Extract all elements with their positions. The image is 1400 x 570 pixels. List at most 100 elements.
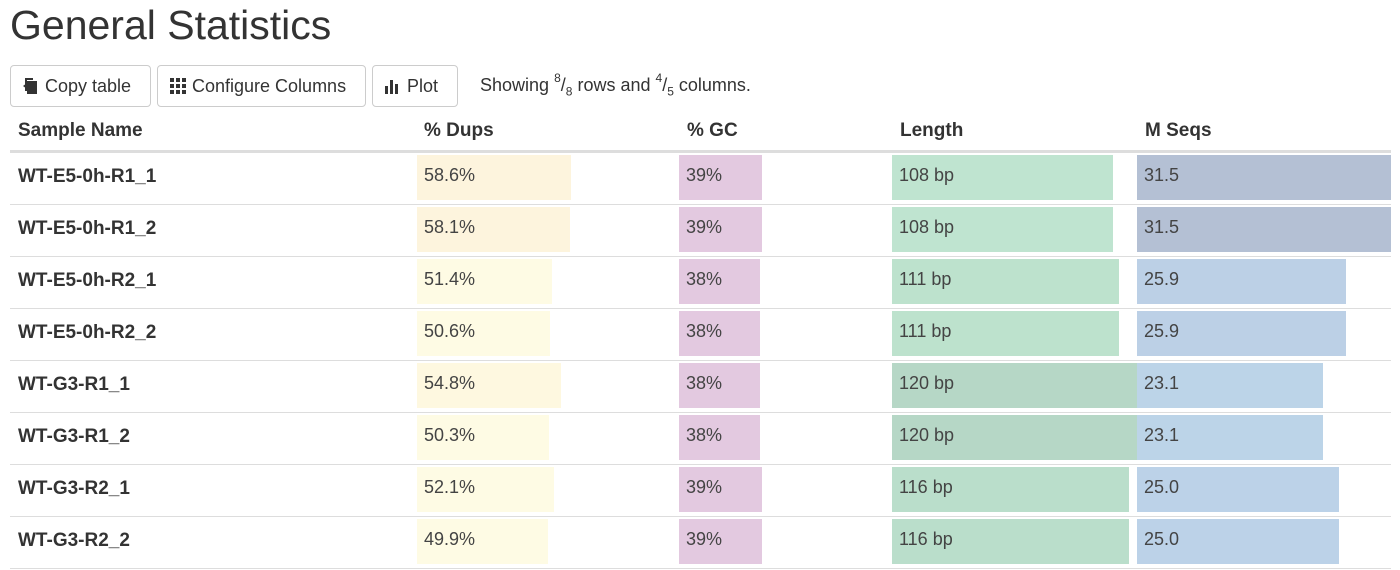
- sample-name-cell: WT-G3-R1_2: [18, 426, 130, 447]
- dups-value: 54.8%: [424, 373, 476, 393]
- length-bar: [892, 155, 1113, 200]
- length-bar: [892, 363, 1137, 408]
- dups-bar: [417, 259, 552, 304]
- gc-bar: [679, 363, 760, 408]
- length-bar: [892, 259, 1119, 304]
- dups-bar: [417, 415, 549, 460]
- table-row: WT-G3-R2_2 49.9% 39% 116 bp 25.0: [10, 517, 1391, 569]
- table-toolbar: Copy table Configure Columns Plot Showin…: [10, 64, 751, 108]
- rows-shown: 8: [554, 71, 561, 86]
- length-value: 108 bp: [899, 165, 955, 185]
- gc-bar: [679, 207, 762, 252]
- cols-shown: 4: [655, 71, 663, 86]
- sample-name-cell: WT-E5-0h-R1_1: [18, 166, 157, 187]
- mseqs-value: 25.9: [1144, 321, 1180, 341]
- table-row: WT-G3-R1_1 54.8% 38% 120 bp 23.1: [10, 361, 1391, 413]
- mseqs-value: 25.0: [1144, 477, 1180, 497]
- length-bar: [892, 519, 1129, 564]
- configure-columns-label: Configure Columns: [192, 75, 347, 96]
- header-sample-name[interactable]: Sample Name: [18, 120, 143, 141]
- gc-bar: [679, 519, 762, 564]
- general-stats-table: Sample Name % Dups % GC Length M Seqs WT…: [10, 114, 1391, 569]
- gc-value: 39%: [686, 477, 723, 497]
- dups-bar: [417, 207, 570, 252]
- dups-value: 49.9%: [424, 529, 476, 549]
- dups-bar: [417, 311, 550, 356]
- gc-value: 38%: [686, 269, 723, 289]
- gc-value: 38%: [686, 425, 723, 445]
- dups-value: 58.6%: [424, 165, 476, 185]
- length-bar: [892, 467, 1129, 512]
- sample-name-cell: WT-G3-R1_1: [18, 374, 130, 395]
- mseqs-value: 25.9: [1144, 269, 1180, 289]
- table-row: WT-E5-0h-R1_2 58.1% 39% 108 bp 31.5: [10, 205, 1391, 257]
- mseqs-bar: [1137, 415, 1323, 460]
- cols-total: 5: [667, 84, 674, 99]
- gc-bar: [679, 311, 760, 356]
- table-row: WT-E5-0h-R2_2 50.6% 38% 111 bp 25.9: [10, 309, 1391, 361]
- rows-total: 8: [565, 84, 573, 99]
- plot-button[interactable]: Plot: [372, 65, 458, 107]
- sample-name-cell: WT-E5-0h-R2_1: [18, 270, 157, 291]
- gc-value: 38%: [686, 321, 723, 341]
- dups-value: 52.1%: [424, 477, 476, 497]
- configure-columns-button[interactable]: Configure Columns: [157, 65, 366, 107]
- copy-table-button[interactable]: Copy table: [10, 65, 151, 107]
- gc-bar: [679, 259, 760, 304]
- mseqs-value: 31.5: [1144, 217, 1180, 237]
- mseqs-value: 23.1: [1144, 425, 1180, 445]
- dups-bar: [417, 155, 571, 200]
- dups-bar: [417, 519, 548, 564]
- length-value: 108 bp: [899, 217, 955, 237]
- length-bar: [892, 415, 1137, 460]
- bar-chart-icon: [385, 80, 398, 94]
- mseqs-bar: [1137, 207, 1391, 252]
- mseqs-bar: [1137, 259, 1346, 304]
- dups-value: 51.4%: [424, 269, 476, 289]
- copy-icon: [23, 78, 37, 94]
- table-row: WT-E5-0h-R2_1 51.4% 38% 111 bp 25.9: [10, 257, 1391, 309]
- sample-name-cell: WT-G3-R2_1: [18, 478, 130, 499]
- table-row: WT-G3-R1_2 50.3% 38% 120 bp 23.1: [10, 413, 1391, 465]
- table-header: Sample Name % Dups % GC Length M Seqs: [10, 114, 1391, 153]
- table-row: WT-G3-R2_1 52.1% 39% 116 bp 25.0: [10, 465, 1391, 517]
- length-value: 111 bp: [899, 269, 952, 289]
- length-value: 111 bp: [899, 321, 952, 341]
- table-body: WT-E5-0h-R1_1 58.6% 39% 108 bp 31.5 WT-E5-0h-…: [10, 153, 1391, 569]
- mseqs-value: 25.0: [1144, 529, 1180, 549]
- dups-value: 50.6%: [424, 321, 476, 341]
- dups-value: 50.3%: [424, 425, 476, 445]
- header-length[interactable]: Length: [900, 120, 964, 141]
- rows-suffix: rows and: [572, 75, 656, 96]
- cols-suffix: columns.: [673, 75, 751, 96]
- sample-name-cell: WT-E5-0h-R1_2: [18, 218, 157, 239]
- showing-prefix: Showing: [480, 75, 555, 96]
- gc-bar: [679, 467, 762, 512]
- gc-value: 38%: [686, 373, 723, 393]
- sample-name-cell: WT-G3-R2_2: [18, 530, 130, 551]
- length-value: 120 bp: [899, 425, 955, 445]
- length-value: 116 bp: [899, 529, 953, 549]
- copy-table-label: Copy table: [45, 75, 132, 96]
- length-value: 120 bp: [899, 373, 955, 393]
- length-bar: [892, 311, 1119, 356]
- header-mseqs[interactable]: M Seqs: [1145, 120, 1212, 141]
- gc-value: 39%: [686, 165, 723, 185]
- gc-bar: [679, 155, 762, 200]
- mseqs-value: 23.1: [1144, 373, 1180, 393]
- grid-icon: [170, 78, 186, 94]
- mseqs-value: 31.5: [1144, 165, 1180, 185]
- showing-summary: Showing 8/8 rows and 4/5 columns.: [480, 71, 751, 99]
- page-title: General Statistics: [10, 2, 332, 48]
- dups-bar: [417, 363, 561, 408]
- mseqs-bar: [1137, 311, 1346, 356]
- sample-name-cell: WT-E5-0h-R2_2: [18, 322, 157, 343]
- mseqs-bar: [1137, 519, 1339, 564]
- gc-value: 39%: [686, 529, 723, 549]
- table-row: WT-E5-0h-R1_1 58.6% 39% 108 bp 31.5: [10, 153, 1391, 205]
- mseqs-bar: [1137, 155, 1391, 200]
- header-gc[interactable]: % GC: [687, 120, 738, 141]
- mseqs-bar: [1137, 467, 1339, 512]
- dups-value: 58.1%: [424, 217, 476, 237]
- header-dups[interactable]: % Dups: [424, 120, 494, 141]
